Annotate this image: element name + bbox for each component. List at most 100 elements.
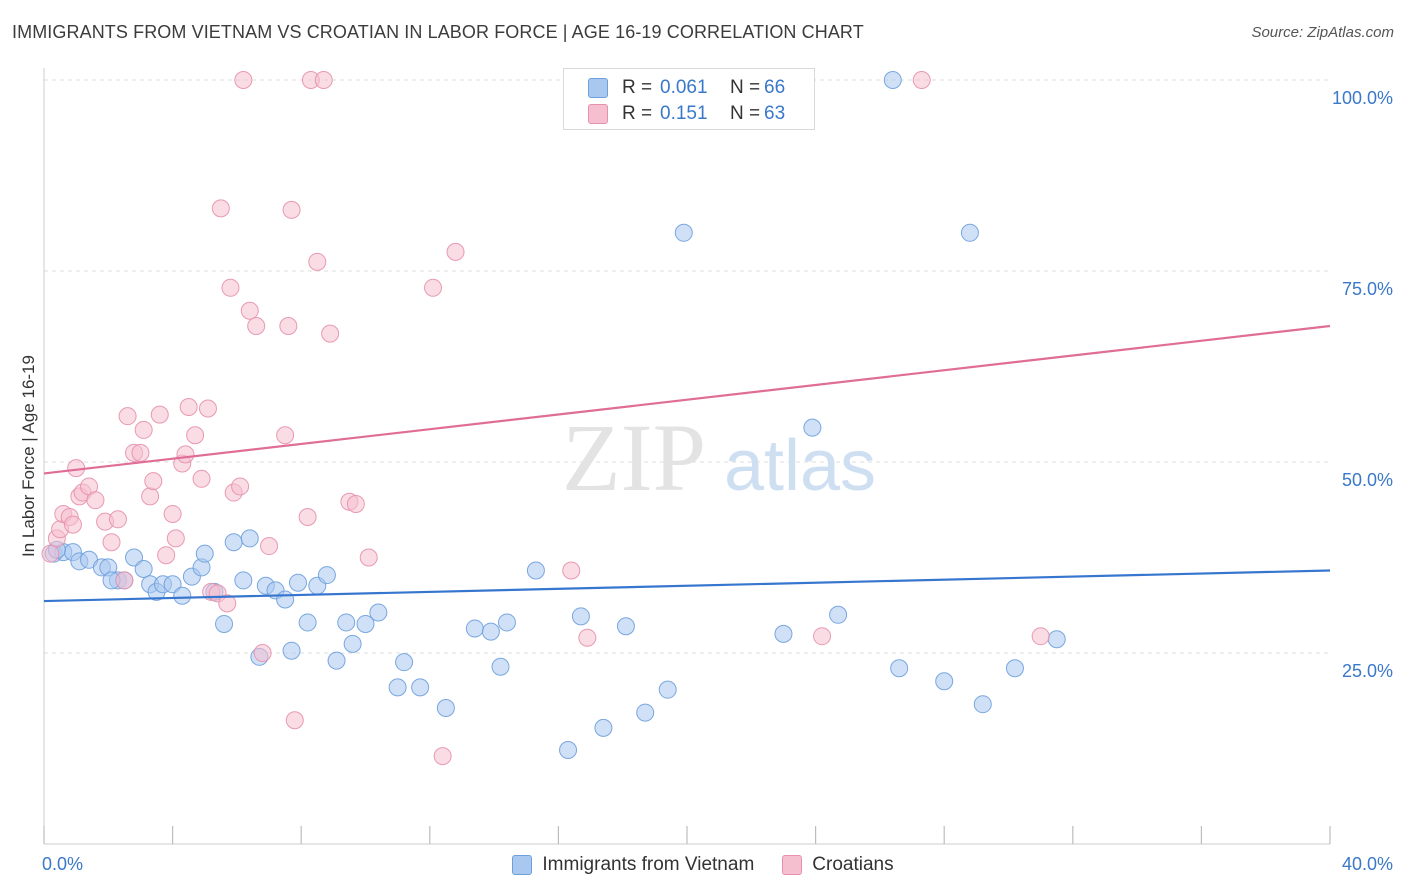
croatian-point (813, 627, 832, 646)
watermark-atlas: atlas (724, 426, 876, 506)
croatian-point (179, 397, 198, 416)
croatian-point (141, 487, 160, 506)
legend-swatch-croatian (782, 855, 803, 875)
vietnam-point (234, 571, 253, 590)
series-croatian-points (41, 71, 1050, 766)
croatian-point (433, 747, 452, 766)
croatian-point (240, 301, 259, 320)
croatian-point (253, 644, 272, 662)
series-legend: Immigrants from Vietnam Croatians (0, 852, 1406, 878)
vietnam-point (163, 575, 182, 594)
vietnam-point (774, 624, 793, 643)
croatian-point (198, 399, 217, 418)
source-attribution: Source: ZipAtlas.com (1251, 24, 1394, 41)
croatian-point (163, 504, 182, 523)
legend-item-vietnam[interactable]: Immigrants from Vietnam (512, 854, 754, 876)
vietnam-point (883, 71, 902, 89)
x-tick-label: 0.0% (42, 854, 83, 874)
croatian-point (1031, 627, 1050, 646)
legend-swatch-vietnam (588, 78, 608, 98)
croatian-point (166, 529, 185, 548)
vietnam-point (173, 586, 192, 605)
vietnam-point (465, 619, 484, 638)
croatian-point (298, 508, 317, 527)
croatian-point (134, 420, 153, 439)
vietnam-point (935, 672, 954, 691)
vietnam-point (616, 617, 635, 636)
croatian-trend-line (43, 324, 1331, 475)
croatian-point (150, 405, 169, 424)
y-tick-label: 50.0% (1342, 470, 1393, 490)
croatian-point (211, 199, 230, 218)
legend-r-label: R = (622, 103, 653, 124)
vietnam-point (317, 566, 336, 585)
vietnam-point (195, 544, 214, 563)
croatian-point (218, 594, 237, 613)
vietnam-trend-line (43, 569, 1331, 603)
croatian-point (314, 71, 333, 89)
vietnam-point (890, 659, 909, 678)
vietnam-point (803, 418, 822, 437)
croatian-point (231, 477, 250, 496)
croatian-point (192, 469, 211, 488)
legend-n-value: 66 (764, 77, 786, 98)
croatian-point (912, 71, 931, 89)
croatian-point (115, 571, 134, 590)
vietnam-point (337, 613, 356, 632)
vietnam-point (327, 651, 346, 670)
axes (43, 68, 1331, 845)
tick-labels: 25.0% 50.0% 75.0% 100.0% 0.0% 40.0% (42, 88, 1393, 874)
vietnam-point (571, 607, 590, 626)
croatian-point (346, 495, 365, 514)
vietnam-point (481, 622, 500, 641)
vietnam-point (369, 603, 388, 622)
croatian-point (321, 324, 340, 343)
vietnam-point (1047, 630, 1066, 649)
trend-lines (43, 324, 1331, 603)
legend-label-croatian: Croatians (812, 854, 894, 875)
croatian-point (276, 426, 295, 445)
croatian-point (157, 546, 176, 565)
x-tick-label: 40.0% (1342, 854, 1393, 874)
legend-swatch-vietnam (512, 855, 533, 875)
croatian-point (118, 407, 137, 426)
vietnam-point (1005, 659, 1024, 678)
croatian-point (144, 472, 163, 491)
croatian-point (279, 317, 298, 336)
legend-n-value: 63 (764, 103, 786, 124)
legend-swatch-croatian (588, 104, 608, 124)
vietnam-point (224, 533, 243, 552)
legend-row-croatian: R = 0.151 N = 63 (588, 102, 785, 126)
vietnam-point (526, 561, 545, 580)
croatian-point (359, 548, 378, 567)
vietnam-point (594, 718, 613, 737)
croatian-point (102, 533, 121, 552)
legend-n-label: N = (730, 77, 761, 98)
croatian-point (562, 561, 581, 580)
y-tick-label: 100.0% (1332, 88, 1393, 108)
vietnam-point (658, 680, 677, 699)
vietnam-point (674, 223, 693, 242)
y-tick-label: 25.0% (1342, 661, 1393, 681)
vietnam-point (436, 699, 455, 718)
y-tick-label: 75.0% (1342, 279, 1393, 299)
vietnam-point (497, 613, 516, 632)
vietnam-point (491, 657, 510, 676)
vietnam-point (973, 695, 992, 714)
chart-title: IMMIGRANTS FROM VIETNAM VS CROATIAN IN L… (12, 22, 864, 42)
vietnam-point (636, 703, 655, 722)
watermark-zip: ZIP (562, 404, 706, 511)
legend-item-croatian[interactable]: Croatians (782, 854, 894, 876)
vietnam-point (411, 678, 430, 697)
watermark: ZIP atlas (562, 404, 876, 511)
croatian-point (308, 252, 327, 271)
vietnam-point (215, 614, 234, 633)
croatian-point (446, 242, 465, 261)
legend-r-value: 0.151 (660, 103, 708, 124)
correlation-legend: R = 0.061 N = 66 R = 0.151 N = 63 (563, 68, 815, 130)
vietnam-point (282, 641, 301, 660)
vietnam-point (960, 223, 979, 242)
vietnam-point (829, 605, 848, 624)
croatian-point (176, 445, 195, 464)
